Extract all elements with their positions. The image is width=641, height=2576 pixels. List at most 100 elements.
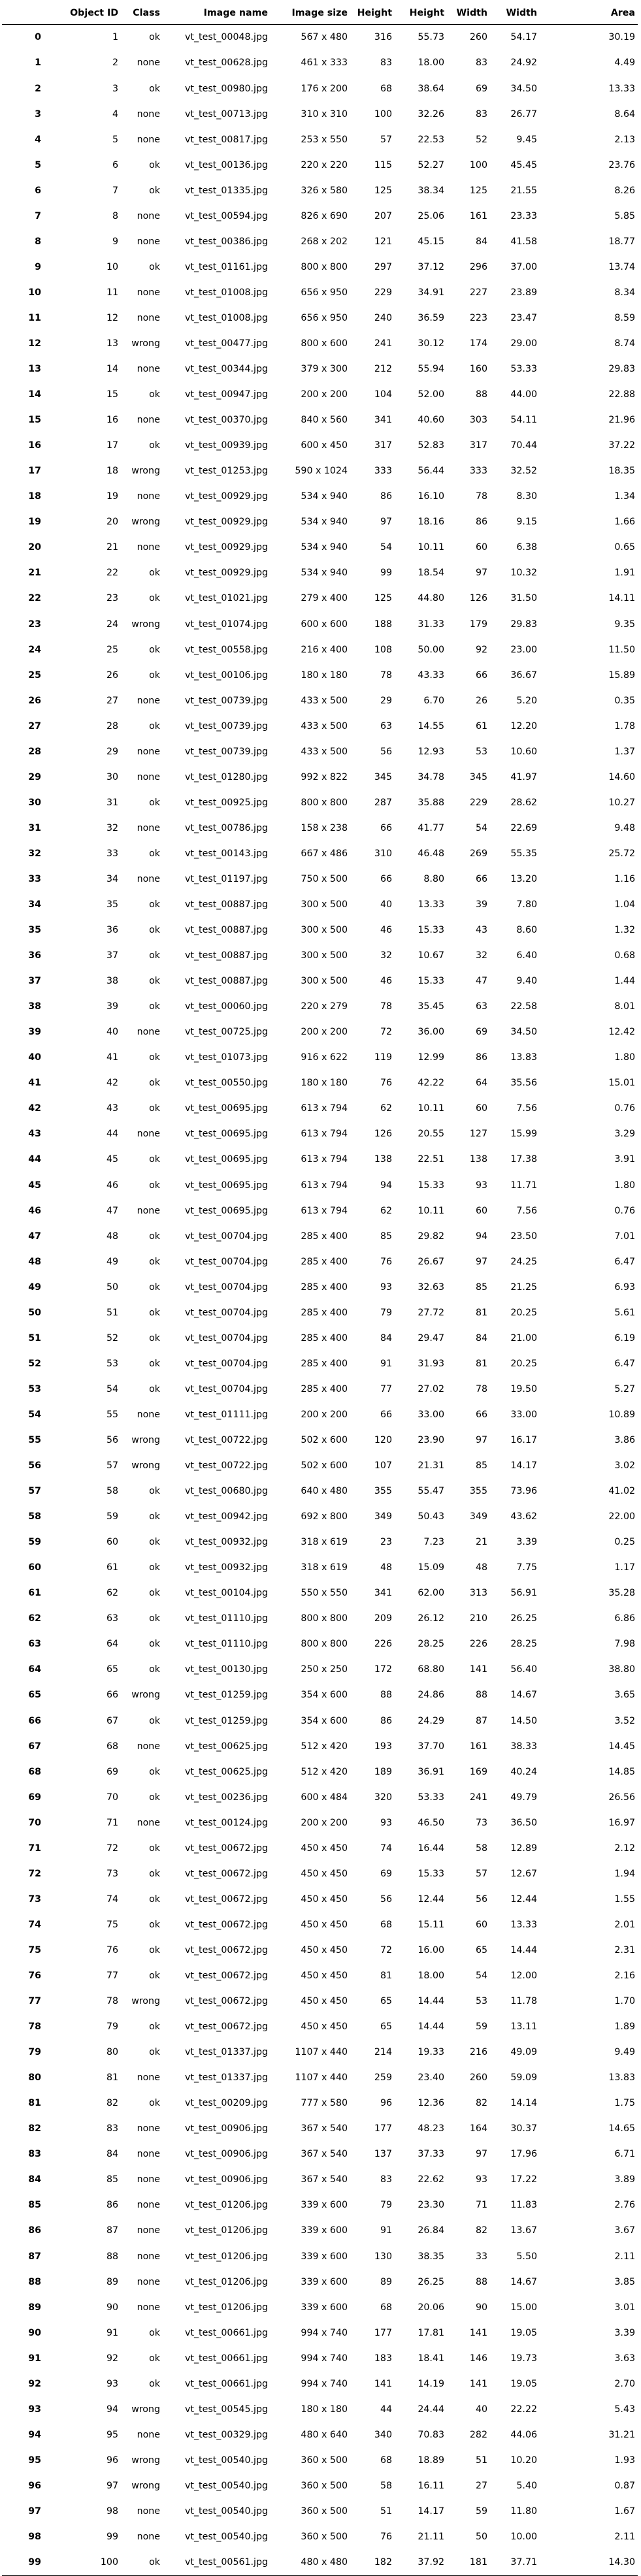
height-px-cell: 193 bbox=[374, 1741, 392, 1752]
width-pct-cell: 7.75 bbox=[516, 1562, 537, 1573]
image-size-cell: 176 x 200 bbox=[301, 83, 348, 94]
height-px-cell: 78 bbox=[380, 1001, 392, 1012]
row-index: 74 bbox=[28, 1919, 41, 1930]
image-name-cell: vt_test_00561.jpg bbox=[163, 2549, 271, 2576]
width-pct-cell: 17.96 bbox=[510, 2149, 537, 2160]
height-pct-cell: 46.48 bbox=[418, 848, 444, 859]
image-size-cell: 800 x 600 bbox=[301, 338, 348, 349]
image-size-cell: 461 x 333 bbox=[301, 57, 348, 69]
width-px-cell: 84 bbox=[475, 236, 487, 247]
height-px-cell: 177 bbox=[374, 2327, 392, 2338]
height-px-cell: 29 bbox=[380, 695, 392, 706]
width-px-cell: 52 bbox=[475, 134, 487, 145]
object-id-cell: 12 bbox=[106, 312, 118, 323]
width-pct-cell: 23.33 bbox=[510, 210, 537, 221]
table-row: 83 84 none vt_test_00906.jpg 367 x 540 137 37.… bbox=[2, 2142, 638, 2167]
height-px-cell: 107 bbox=[374, 1460, 392, 1472]
width-pct-cell: 28.62 bbox=[510, 797, 537, 808]
area-cell: 3.86 bbox=[614, 1435, 635, 1445]
width-pct-cell: 17.22 bbox=[510, 2174, 537, 2185]
image-name-header: Image name bbox=[163, 1, 271, 25]
object-id-cell: 74 bbox=[106, 1893, 118, 1905]
width-pct-cell: 70.44 bbox=[510, 440, 537, 451]
width-px-cell: 26 bbox=[475, 695, 487, 706]
row-index: 75 bbox=[28, 1944, 41, 1956]
row-index: 30 bbox=[28, 797, 41, 808]
table-row: 40 41 ok vt_test_01073.jpg 916 x 622 119 12.99… bbox=[2, 1045, 638, 1071]
image-size-cell: 300 x 500 bbox=[301, 976, 348, 987]
height-pct-cell: 15.33 bbox=[418, 1180, 444, 1191]
height-pct-cell: 19.33 bbox=[418, 2047, 444, 2058]
row-index: 2 bbox=[35, 83, 41, 94]
width-px-cell: 81 bbox=[475, 1307, 487, 1318]
height-pct-cell: 48.23 bbox=[418, 2123, 444, 2134]
width-pct-cell: 7.80 bbox=[516, 899, 537, 910]
width-px-cell: 50 bbox=[475, 2532, 487, 2543]
class-cell: ok bbox=[149, 1103, 160, 1114]
image-name-cell: vt_test_00932.jpg bbox=[185, 1537, 268, 1548]
image-size-cell: 354 x 600 bbox=[301, 1690, 348, 1701]
width-pct-cell: 23.89 bbox=[510, 287, 537, 298]
width-px-cell: 60 bbox=[475, 542, 487, 553]
class-cell: none bbox=[137, 312, 160, 323]
height-px-cell: 99 bbox=[380, 568, 392, 579]
width-pct-cell: 17.38 bbox=[510, 1154, 537, 1165]
object-id-cell: 52 bbox=[106, 1332, 118, 1344]
image-name-cell: vt_test_00625.jpg bbox=[185, 1766, 268, 1777]
width-pct-cell: 53.33 bbox=[510, 364, 537, 375]
height-pct-cell: 32.26 bbox=[418, 108, 444, 120]
object-id-cell: 88 bbox=[106, 2251, 118, 2262]
class-cell: wrong bbox=[131, 2455, 160, 2466]
height-pct-cell: 17.81 bbox=[418, 2327, 444, 2338]
height-px-cell: 57 bbox=[380, 134, 392, 145]
height-pct-cell: 26.25 bbox=[418, 2276, 444, 2287]
width-px-cell: 60 bbox=[475, 1205, 487, 1216]
area-cell: 8.64 bbox=[614, 108, 635, 120]
image-size-cell: 992 x 822 bbox=[301, 771, 348, 782]
width-px-cell: 54 bbox=[475, 822, 487, 833]
object-id-cell: 46 bbox=[106, 1180, 118, 1191]
height-pct-cell: 35.88 bbox=[418, 797, 444, 808]
height-px-cell: 297 bbox=[374, 261, 392, 272]
row-index: 36 bbox=[28, 950, 41, 961]
height-px-cell: 130 bbox=[374, 2251, 392, 2262]
height-pct-cell: 16.11 bbox=[418, 2480, 444, 2491]
class-cell: wrong bbox=[131, 1435, 160, 1445]
image-size-header: Image size bbox=[271, 1, 350, 25]
row-index: 76 bbox=[28, 1970, 41, 1981]
row-index: 97 bbox=[28, 2505, 41, 2517]
width-pct-cell: 41.58 bbox=[510, 236, 537, 247]
area-cell: 1.78 bbox=[614, 720, 635, 732]
image-size-cell: 550 x 550 bbox=[301, 1588, 348, 1599]
image-name-cell: vt_test_01280.jpg bbox=[185, 771, 268, 782]
image-size-cell: 450 x 450 bbox=[301, 1919, 348, 1930]
image-size-cell: 300 x 500 bbox=[301, 925, 348, 936]
class-cell: ok bbox=[149, 1332, 160, 1344]
height-pct-cell: 36.91 bbox=[418, 1766, 444, 1777]
height-pct-cell: 38.34 bbox=[418, 185, 444, 196]
width-pct-cell: 6.38 bbox=[516, 542, 537, 553]
image-name-cell: vt_test_00209.jpg bbox=[185, 2098, 268, 2109]
width-pct-cell: 55.35 bbox=[510, 848, 537, 859]
image-name-cell: vt_test_00625.jpg bbox=[185, 1741, 268, 1752]
row-index: 98 bbox=[28, 2532, 41, 2543]
height-pct-cell: 36.00 bbox=[418, 1027, 444, 1038]
row-index: 99 bbox=[2, 2549, 44, 2576]
height-pct-cell: 40.60 bbox=[418, 415, 444, 426]
table-row: 20 21 none vt_test_00929.jpg 534 x 940 54 10.1… bbox=[2, 535, 638, 560]
image-name-cell: vt_test_00661.jpg bbox=[185, 2353, 268, 2364]
table-row: 11 12 none vt_test_01008.jpg 656 x 950 240 36.… bbox=[2, 306, 638, 331]
table-row: 21 22 ok vt_test_00929.jpg 534 x 940 99 18.54 9… bbox=[2, 560, 638, 586]
width-pct-cell: 11.80 bbox=[510, 2505, 537, 2517]
class-cell: none bbox=[137, 2225, 160, 2236]
object-id-cell: 65 bbox=[106, 1664, 118, 1675]
object-id-cell: 40 bbox=[106, 1027, 118, 1038]
class-cell: wrong bbox=[131, 466, 160, 477]
image-size-cell: 534 x 940 bbox=[301, 491, 348, 502]
row-index: 67 bbox=[28, 1741, 41, 1752]
row-index: 22 bbox=[28, 593, 41, 604]
table-row: 30 31 ok vt_test_00925.jpg 800 x 800 287 35.88… bbox=[2, 790, 638, 815]
width-pct-cell: 6.40 bbox=[516, 950, 537, 961]
class-cell: none bbox=[137, 2200, 160, 2211]
area-cell: 1.16 bbox=[614, 873, 635, 884]
